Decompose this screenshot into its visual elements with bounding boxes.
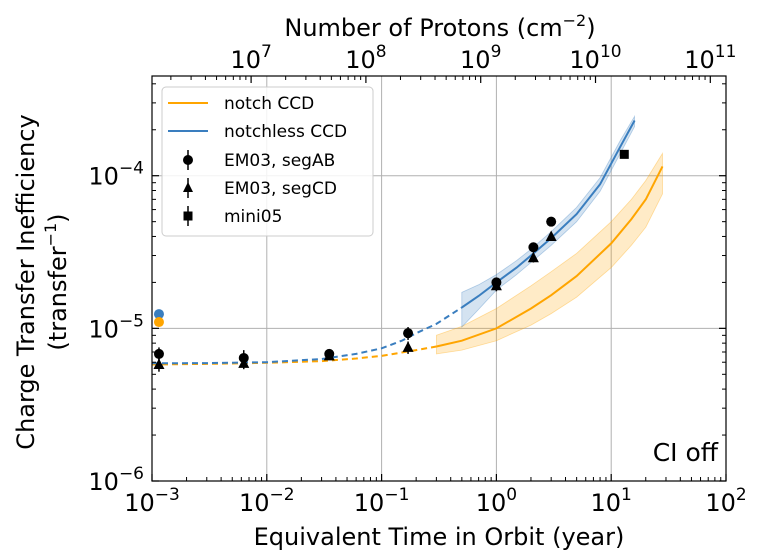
circle-point: [403, 328, 414, 339]
x-tick-label: 10−1: [354, 485, 410, 517]
circle-point: [546, 216, 557, 227]
circle-point: [153, 348, 164, 359]
legend-triangle-marker: [183, 182, 193, 192]
legend-label-segcd: EM03, segCD: [224, 179, 337, 199]
x-tick-label: 101: [591, 485, 632, 517]
extrapolated-curve: [151, 306, 463, 365]
data-points: [153, 149, 629, 372]
triangle-point: [153, 358, 165, 369]
top-axis-title: Number of Protons (cm−2): [284, 11, 595, 42]
legend-label-notch: notch CCD: [224, 94, 314, 114]
circle-point: [153, 309, 164, 320]
x-axis-title: Equivalent Time in Orbit (year): [254, 523, 625, 551]
ci-off-annotation: CI off: [653, 438, 719, 467]
top-tick-label: 109: [460, 42, 501, 74]
legend-box: [161, 86, 374, 237]
model-curve: [461, 120, 636, 309]
uncertainty-band: [436, 151, 663, 355]
x-tick-label: 10−2: [239, 485, 295, 517]
y-axis-title-line1: Charge Transfer Inefficiency: [12, 114, 40, 449]
legend-item-segab: EM03, segAB: [183, 150, 335, 171]
y-axis-title: Charge Transfer Inefficiency (transfer−1…: [12, 114, 72, 449]
top-tick-label: 1011: [684, 42, 736, 74]
circle-point: [528, 242, 539, 253]
x-tick-label: 10−3: [124, 485, 180, 517]
top-tick-label: 108: [345, 42, 386, 74]
uncertainty-bands: [436, 114, 663, 355]
top-tick-label: 107: [230, 42, 271, 74]
extrapolated-curve: [151, 345, 437, 366]
legend-item-notchless: notchless CCD: [168, 122, 347, 142]
y-tick-label: 10−5: [88, 311, 144, 343]
plot-frame: [151, 75, 727, 482]
legend-label-mini05: mini05: [224, 207, 282, 227]
legend-label-segab: EM03, segAB: [224, 151, 335, 171]
uncertainty-band: [461, 114, 635, 328]
y-axis-title-line2: (transfer−1): [41, 213, 72, 350]
y-tick-label: 10−4: [88, 159, 144, 191]
triangle-point: [490, 279, 502, 291]
legend-circle-marker: [183, 155, 193, 165]
triangle-point: [402, 341, 414, 352]
legend-label-notchless: notchless CCD: [224, 122, 347, 142]
axis-ticks: 10−3 10−2 10−1 100 101 102 10−6 10−5 10−4 107 108 1…: [88, 42, 746, 517]
circle-point: [153, 317, 164, 328]
x-tick-label: 100: [476, 485, 517, 517]
top-tick-label: 1010: [569, 42, 621, 74]
model-curve: [436, 165, 664, 348]
legend-item-segcd: EM03, segCD: [183, 178, 337, 199]
triangle-point: [527, 251, 539, 263]
triangle-point: [545, 230, 557, 241]
y-tick-label: 10−6: [88, 464, 144, 496]
x-tick-label: 102: [705, 485, 746, 517]
triangle-point: [323, 349, 335, 361]
legend-item-mini05: mini05: [183, 206, 282, 227]
triangle-point: [238, 357, 250, 368]
legend-square-marker: [183, 211, 193, 221]
legend: notch CCD notchless CCD EM03, segAB EM03…: [161, 86, 374, 237]
square-point: [619, 149, 629, 159]
legend-item-notch: notch CCD: [168, 94, 314, 114]
